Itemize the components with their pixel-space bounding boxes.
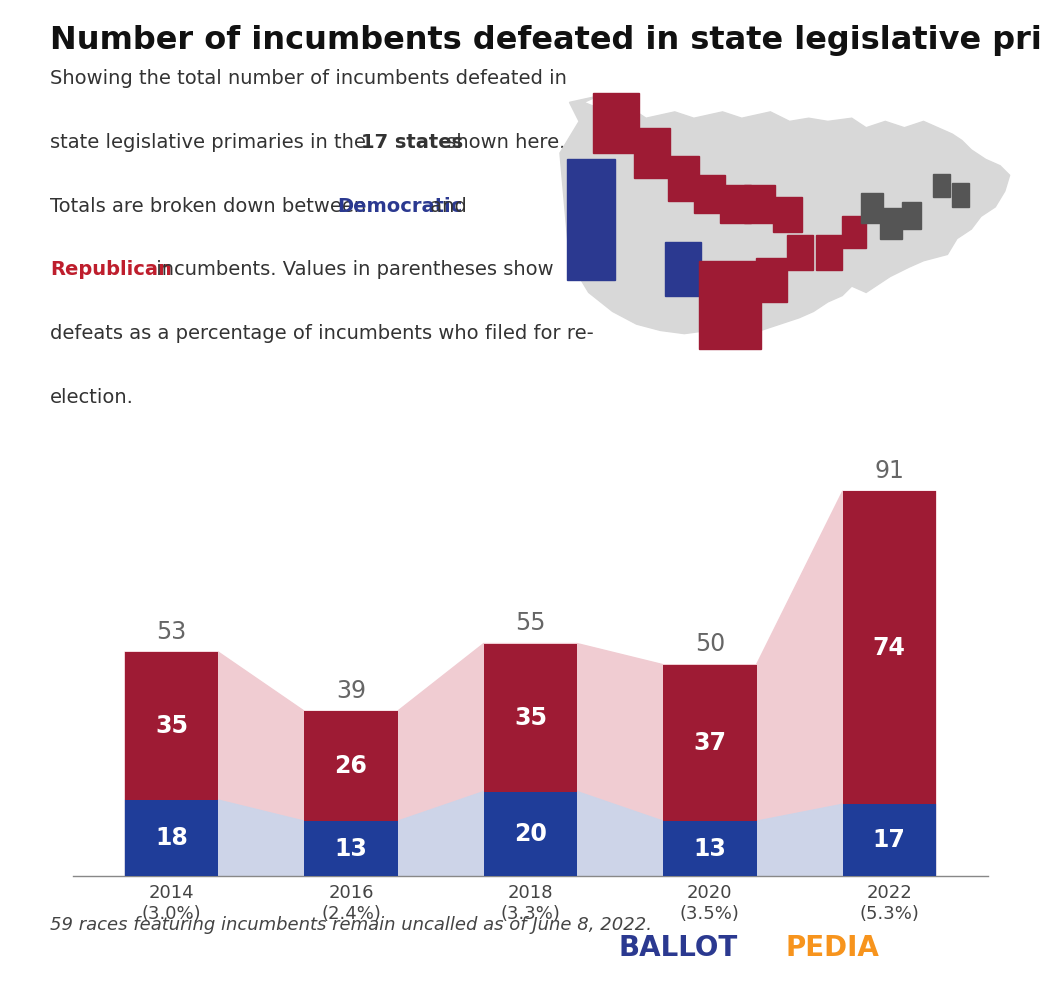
Text: Totals are broken down between: Totals are broken down between <box>50 197 372 216</box>
Bar <box>787 236 813 270</box>
Text: 17: 17 <box>873 829 906 852</box>
Text: and: and <box>424 197 467 216</box>
Bar <box>484 644 577 792</box>
Bar <box>664 821 756 876</box>
Bar <box>305 821 397 876</box>
Bar <box>484 792 577 876</box>
Text: Democratic: Democratic <box>338 197 463 216</box>
Text: Showing the total number of incumbents defeated in: Showing the total number of incumbents d… <box>50 69 567 88</box>
Bar <box>861 193 883 223</box>
Bar <box>881 209 902 239</box>
Bar <box>745 185 775 223</box>
Bar <box>125 800 218 876</box>
Bar <box>694 175 725 213</box>
Bar <box>842 804 936 876</box>
Text: 91: 91 <box>875 458 904 483</box>
Bar <box>634 128 670 178</box>
Text: 26: 26 <box>335 754 367 778</box>
Text: incumbents. Values in parentheses show: incumbents. Values in parentheses show <box>150 260 553 279</box>
Bar <box>305 711 397 821</box>
Text: 50: 50 <box>695 633 725 656</box>
Bar <box>567 159 615 280</box>
Text: Number of incumbents defeated in state legislative primaries: Number of incumbents defeated in state l… <box>50 25 1040 55</box>
Bar <box>773 197 802 233</box>
Text: 74: 74 <box>873 636 906 659</box>
Bar <box>125 652 218 800</box>
Bar <box>668 156 699 201</box>
Bar <box>816 236 842 270</box>
Bar <box>594 93 639 153</box>
Polygon shape <box>125 792 936 876</box>
Polygon shape <box>560 96 1010 334</box>
Bar <box>721 185 751 223</box>
Text: 20: 20 <box>514 822 547 845</box>
Bar <box>933 173 950 197</box>
Text: 55: 55 <box>515 611 546 636</box>
Bar <box>842 217 866 248</box>
Bar <box>666 242 701 296</box>
Polygon shape <box>125 491 936 876</box>
Text: 37: 37 <box>694 731 726 755</box>
Text: 39: 39 <box>336 679 366 703</box>
Text: election.: election. <box>50 388 134 407</box>
Bar <box>699 260 761 349</box>
Bar <box>756 257 787 302</box>
Bar <box>842 491 936 804</box>
Text: shown here.: shown here. <box>440 133 566 152</box>
Text: defeats as a percentage of incumbents who filed for re-: defeats as a percentage of incumbents wh… <box>50 324 594 344</box>
Text: 35: 35 <box>514 706 547 730</box>
Bar <box>664 664 756 821</box>
Bar <box>902 202 921 229</box>
Text: 13: 13 <box>694 837 726 860</box>
Text: 18: 18 <box>155 826 188 850</box>
Bar <box>953 183 969 207</box>
Text: 13: 13 <box>335 837 367 860</box>
Text: PEDIA: PEDIA <box>785 935 879 962</box>
Text: state legislative primaries in the: state legislative primaries in the <box>50 133 372 152</box>
Text: BALLOT: BALLOT <box>619 935 738 962</box>
Text: 17 states: 17 states <box>361 133 463 152</box>
Text: 59 races featuring incumbents remain uncalled as of June 8, 2022.: 59 races featuring incumbents remain unc… <box>50 916 652 934</box>
Text: 35: 35 <box>155 714 188 738</box>
Text: Republican: Republican <box>50 260 172 279</box>
Text: 53: 53 <box>156 620 186 644</box>
